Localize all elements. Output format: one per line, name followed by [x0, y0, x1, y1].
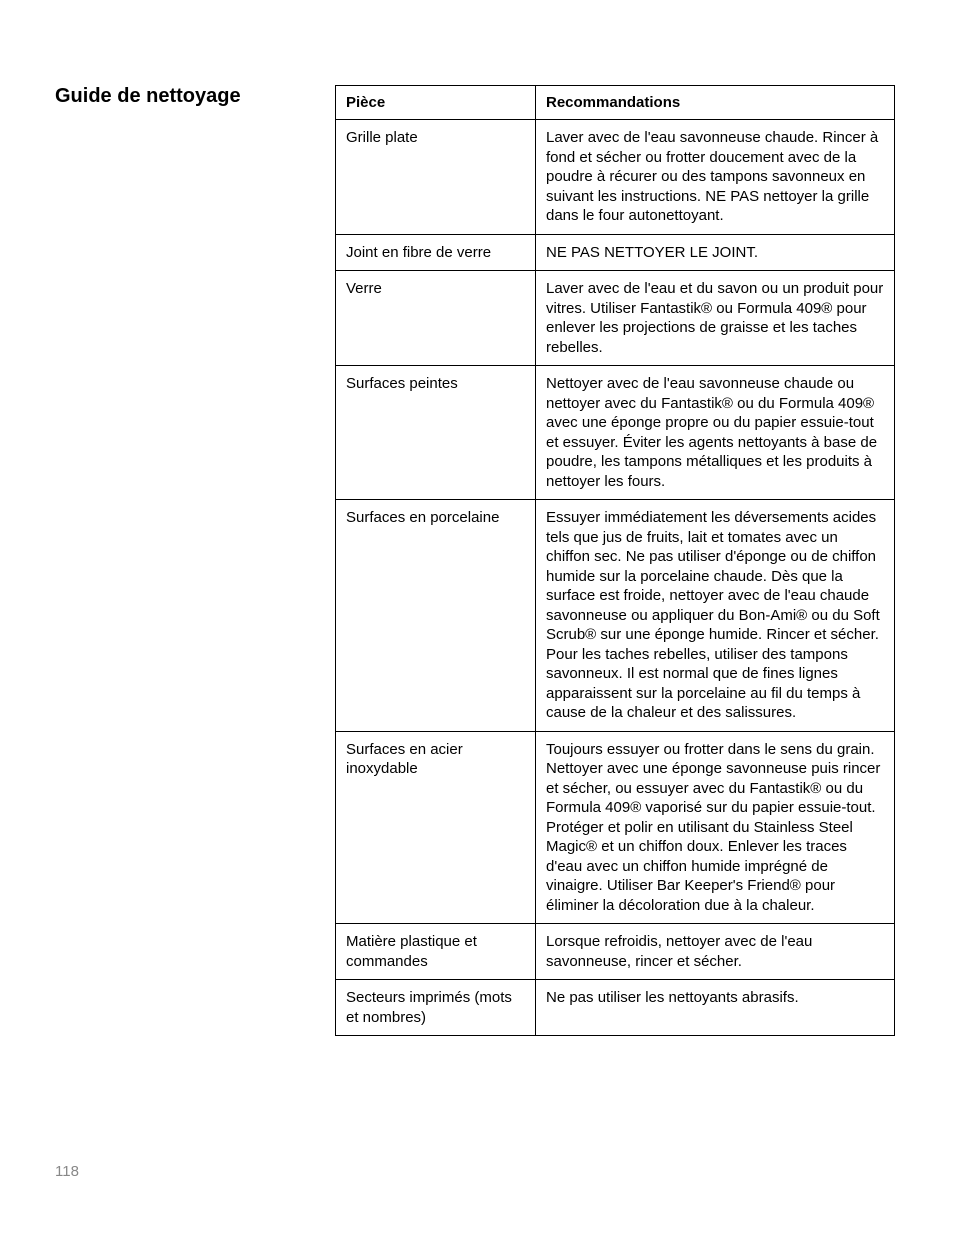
table-row: Surfaces peintes Nettoyer avec de l'eau … [336, 366, 895, 500]
section-title: Guide de nettoyage [55, 85, 315, 108]
cell-recommendation: Toujours essuyer ou frotter dans le sens… [536, 731, 895, 924]
table-header-row: Pièce Recommandations [336, 86, 895, 120]
table-row: Surfaces en porcelaine Essuyer immédiate… [336, 500, 895, 732]
cell-recommendation: Essuyer immédiatement les déversements a… [536, 500, 895, 732]
page-number: 118 [55, 1163, 79, 1180]
cell-recommendation: Lorsque refroidis, nettoyer avec de l'ea… [536, 924, 895, 980]
cell-piece: Joint en fibre de verre [336, 234, 536, 271]
table-row: Surfaces en acier inoxydable Toujours es… [336, 731, 895, 924]
table-row: Joint en fibre de verre NE PAS NETTOYER … [336, 234, 895, 271]
cell-recommendation: NE PAS NETTOYER LE JOINT. [536, 234, 895, 271]
cell-piece: Surfaces en acier inoxydable [336, 731, 536, 924]
cell-piece: Grille plate [336, 120, 536, 235]
table-row: Secteurs imprimés (mots et nombres) Ne p… [336, 980, 895, 1036]
table-body: Grille plate Laver avec de l'eau savonne… [336, 120, 895, 1036]
header-recommendation: Recommandations [536, 86, 895, 120]
cell-piece: Surfaces peintes [336, 366, 536, 500]
table-row: Verre Laver avec de l'eau et du savon ou… [336, 271, 895, 366]
cleaning-guide-table: Pièce Recommandations Grille plate Laver… [335, 85, 895, 1036]
page-content: Guide de nettoyage Pièce Recommandations… [55, 85, 899, 1036]
header-piece: Pièce [336, 86, 536, 120]
cell-recommendation: Laver avec de l'eau savonneuse chaude. R… [536, 120, 895, 235]
cell-recommendation: Nettoyer avec de l'eau savonneuse chaude… [536, 366, 895, 500]
table-row: Grille plate Laver avec de l'eau savonne… [336, 120, 895, 235]
cell-piece: Secteurs imprimés (mots et nombres) [336, 980, 536, 1036]
cell-recommendation: Laver avec de l'eau et du savon ou un pr… [536, 271, 895, 366]
cell-recommendation: Ne pas utiliser les nettoyants abrasifs. [536, 980, 895, 1036]
cell-piece: Matière plastique et commandes [336, 924, 536, 980]
table-row: Matière plastique et commandes Lorsque r… [336, 924, 895, 980]
cell-piece: Verre [336, 271, 536, 366]
cell-piece: Surfaces en porcelaine [336, 500, 536, 732]
